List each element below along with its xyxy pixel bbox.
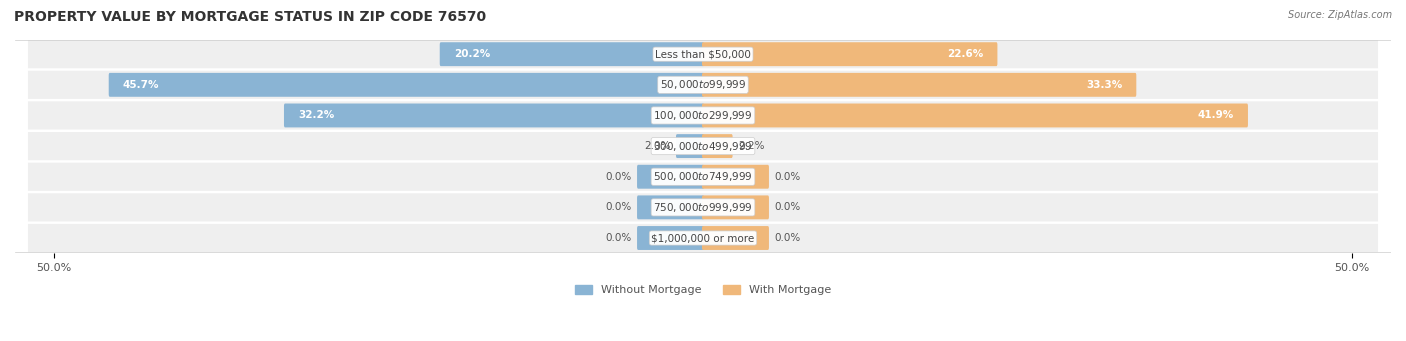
- Text: 0.0%: 0.0%: [606, 172, 631, 182]
- FancyBboxPatch shape: [702, 134, 733, 158]
- FancyBboxPatch shape: [28, 132, 1378, 160]
- FancyBboxPatch shape: [702, 165, 769, 189]
- Text: $500,000 to $749,999: $500,000 to $749,999: [654, 170, 752, 183]
- Text: 0.0%: 0.0%: [606, 233, 631, 243]
- Text: $1,000,000 or more: $1,000,000 or more: [651, 233, 755, 243]
- Text: 45.7%: 45.7%: [122, 80, 159, 90]
- Text: Source: ZipAtlas.com: Source: ZipAtlas.com: [1288, 10, 1392, 20]
- FancyBboxPatch shape: [702, 195, 769, 219]
- FancyBboxPatch shape: [440, 42, 704, 66]
- Legend: Without Mortgage, With Mortgage: Without Mortgage, With Mortgage: [575, 284, 831, 295]
- FancyBboxPatch shape: [702, 226, 769, 250]
- Text: 22.6%: 22.6%: [948, 49, 983, 59]
- Text: 0.0%: 0.0%: [775, 172, 800, 182]
- FancyBboxPatch shape: [284, 104, 704, 128]
- Text: $750,000 to $999,999: $750,000 to $999,999: [654, 201, 752, 214]
- FancyBboxPatch shape: [637, 195, 704, 219]
- Text: 0.0%: 0.0%: [606, 202, 631, 212]
- FancyBboxPatch shape: [676, 134, 704, 158]
- Text: 0.0%: 0.0%: [775, 233, 800, 243]
- FancyBboxPatch shape: [28, 40, 1378, 68]
- FancyBboxPatch shape: [28, 101, 1378, 130]
- FancyBboxPatch shape: [28, 224, 1378, 252]
- FancyBboxPatch shape: [702, 104, 1249, 128]
- FancyBboxPatch shape: [702, 42, 997, 66]
- FancyBboxPatch shape: [28, 163, 1378, 191]
- FancyBboxPatch shape: [637, 165, 704, 189]
- Text: 41.9%: 41.9%: [1198, 110, 1234, 120]
- FancyBboxPatch shape: [28, 193, 1378, 221]
- FancyBboxPatch shape: [702, 73, 1136, 97]
- FancyBboxPatch shape: [637, 226, 704, 250]
- Text: $100,000 to $299,999: $100,000 to $299,999: [654, 109, 752, 122]
- Text: 32.2%: 32.2%: [298, 110, 335, 120]
- Text: 33.3%: 33.3%: [1085, 80, 1122, 90]
- Text: 2.0%: 2.0%: [644, 141, 671, 151]
- Text: Less than $50,000: Less than $50,000: [655, 49, 751, 59]
- Text: $300,000 to $499,999: $300,000 to $499,999: [654, 139, 752, 153]
- Text: 2.2%: 2.2%: [738, 141, 765, 151]
- Text: 20.2%: 20.2%: [454, 49, 491, 59]
- FancyBboxPatch shape: [108, 73, 704, 97]
- Text: 0.0%: 0.0%: [775, 202, 800, 212]
- FancyBboxPatch shape: [28, 71, 1378, 99]
- Text: PROPERTY VALUE BY MORTGAGE STATUS IN ZIP CODE 76570: PROPERTY VALUE BY MORTGAGE STATUS IN ZIP…: [14, 10, 486, 24]
- Text: $50,000 to $99,999: $50,000 to $99,999: [659, 78, 747, 91]
